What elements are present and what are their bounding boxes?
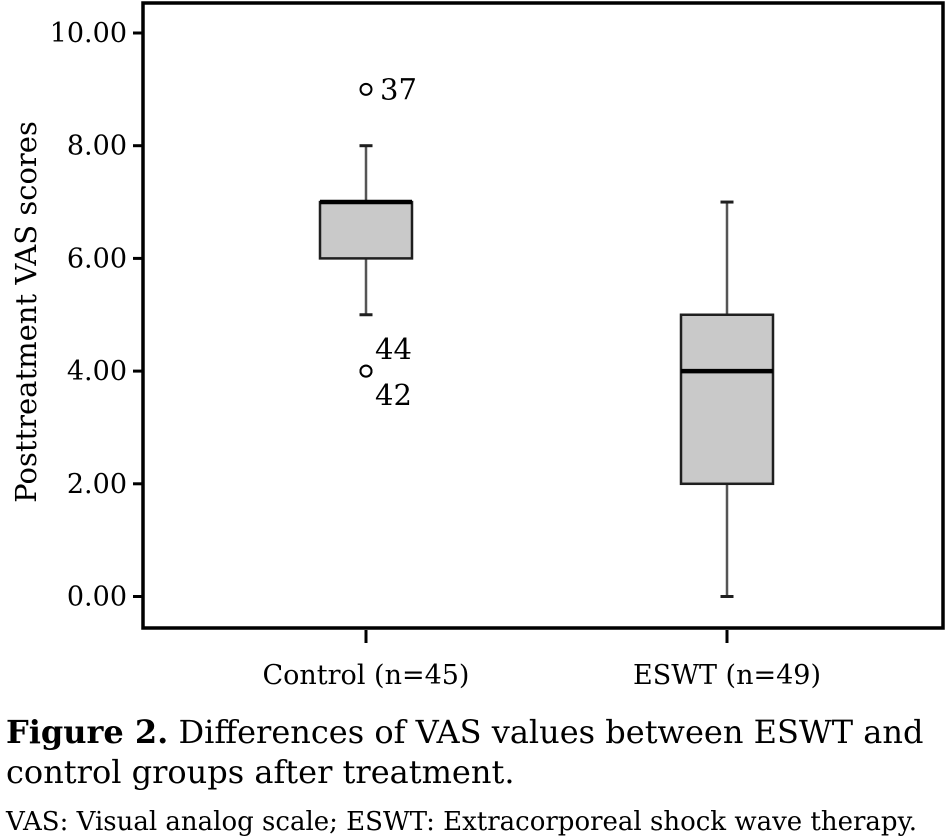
y-axis-title: Posttreatment VAS scores — [9, 121, 43, 503]
box-control — [318, 200, 414, 260]
figure-footnote: VAS: Visual analog scale; ESWT: Extracor… — [6, 807, 918, 837]
x-axis-category-label: ESWT (n=49) — [633, 660, 821, 691]
box-eswt — [679, 313, 775, 486]
y-axis-tick-label: 2.00 — [67, 469, 127, 500]
boxplot-chart: 0.00 2.00 4.00 6.00 8.00 10.00 Posttreatment V… — [9, 1, 945, 691]
y-axis-tick-label: 6.00 — [67, 243, 127, 274]
figure-caption-label: Figure 2. — [6, 713, 169, 751]
outlier-case-label: 42 — [375, 378, 412, 412]
outlier-point — [359, 364, 373, 378]
y-axis-tick-label: 8.00 — [67, 131, 127, 162]
y-axis-tick-label: 10.00 — [50, 18, 127, 49]
outlier-case-label: 44 — [375, 332, 412, 366]
plot-frame — [141, 1, 945, 630]
x-axis-category-label: Control (n=45) — [263, 660, 470, 691]
figure-caption-text: Differences of VAS values between ESWT a… — [6, 713, 924, 791]
outlier-point — [359, 82, 373, 96]
y-axis-tick-label: 4.00 — [67, 356, 127, 387]
figure-caption: Figure 2. Differences of VAS values betw… — [6, 712, 947, 792]
outlier-case-label: 37 — [380, 72, 417, 106]
y-axis-tick-label: 0.00 — [67, 582, 127, 613]
